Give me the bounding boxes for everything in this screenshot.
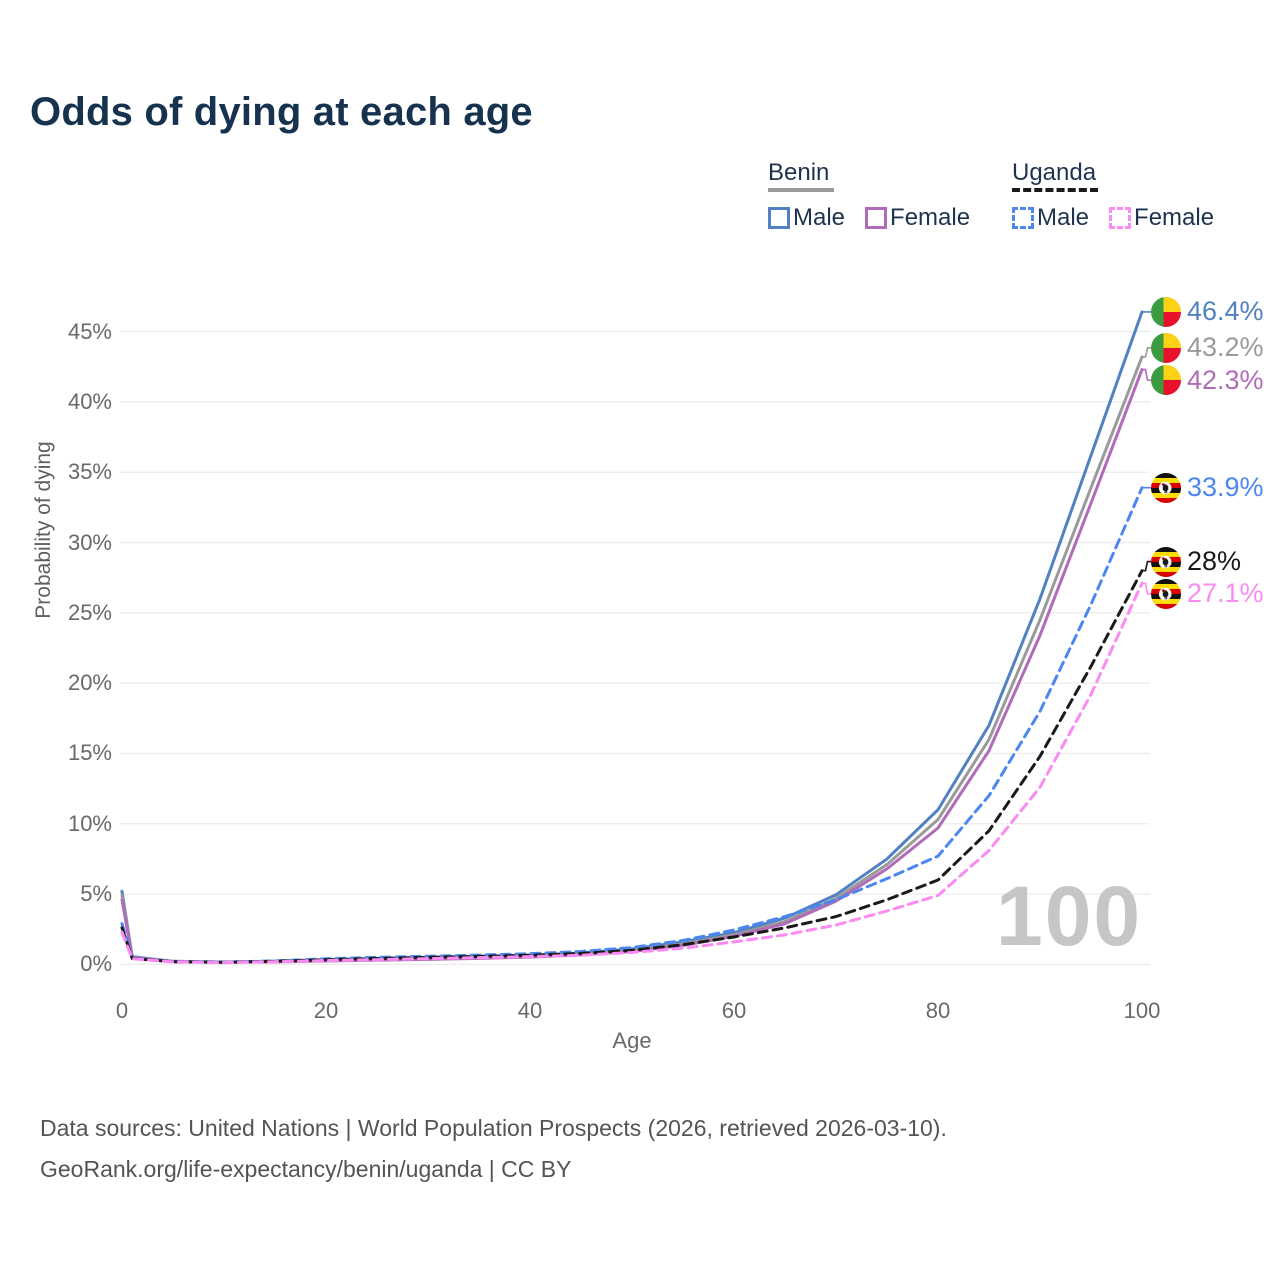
y-tick-label: 5% xyxy=(80,881,112,907)
legend-item-uganda-female[interactable]: Female xyxy=(1109,204,1214,232)
benin-female-swatch-icon xyxy=(865,207,888,230)
label-connectors xyxy=(1142,311,1151,595)
series-line-benin-both xyxy=(120,355,1144,964)
legend-group-uganda: Uganda Male Female xyxy=(1012,160,1214,232)
age-counter-watermark: 100 xyxy=(996,869,1143,963)
x-tick-label: 20 xyxy=(313,998,339,1023)
end-value-benin-both: 43.2% xyxy=(1187,332,1264,363)
x-tick-label: 60 xyxy=(721,998,747,1023)
gridlines xyxy=(120,330,1150,966)
end-label-uganda-female: 27.1% xyxy=(1151,578,1264,609)
end-value-benin-female: 42.3% xyxy=(1187,364,1264,395)
y-tick-label: 30% xyxy=(67,529,112,555)
x-axis-title: Age xyxy=(612,1028,652,1053)
legend-item-benin-male[interactable]: Male xyxy=(768,204,845,232)
label-connector xyxy=(1142,560,1151,572)
uganda-male-swatch-icon xyxy=(1012,207,1034,230)
series-line-benin-female xyxy=(120,368,1144,964)
benin-flag-icon xyxy=(1151,365,1181,395)
legend-item-uganda-male[interactable]: Male xyxy=(1012,204,1089,232)
legend-label-uganda-female: Female xyxy=(1134,204,1215,232)
legend-label-benin-female: Female xyxy=(890,204,971,232)
y-tick-label: 25% xyxy=(67,599,112,625)
end-label-benin-both: 43.2% xyxy=(1151,332,1264,363)
legend-label-uganda-male: Male xyxy=(1037,204,1090,232)
data-source-line: Data sources: United Nations | World Pop… xyxy=(40,1115,947,1141)
y-tick-label: 10% xyxy=(67,810,112,836)
label-connector xyxy=(1142,346,1151,358)
benin-solid-line-swatch xyxy=(768,188,834,193)
end-value-uganda-male: 33.9% xyxy=(1187,472,1264,503)
legend-item-benin-female[interactable]: Female xyxy=(865,204,970,232)
y-tick-label: 15% xyxy=(67,740,112,766)
label-connector xyxy=(1142,368,1151,381)
end-value-benin-male: 46.4% xyxy=(1187,296,1264,327)
benin-flag-icon xyxy=(1151,333,1181,363)
uganda-female-swatch-icon xyxy=(1109,207,1132,230)
uganda-dashed-line-swatch xyxy=(1012,188,1098,193)
legend-benin-title: Benin xyxy=(768,159,830,186)
x-tick-label: 40 xyxy=(517,998,543,1023)
legend-label-benin-male: Male xyxy=(793,204,846,232)
series-line-uganda-both xyxy=(120,569,1144,964)
legend-uganda-title: Uganda xyxy=(1012,159,1097,186)
y-tick-label: 20% xyxy=(67,670,112,696)
y-tick-label: 45% xyxy=(67,318,112,344)
legend-group-benin: Benin Male Female xyxy=(768,160,970,232)
y-tick-label: 35% xyxy=(67,459,112,485)
x-tick-label: 0 xyxy=(115,998,129,1023)
x-tick-label: 100 xyxy=(1123,998,1161,1023)
attribution-line: GeoRank.org/life-expectancy/benin/uganda… xyxy=(40,1156,572,1182)
end-label-uganda-both: 28% xyxy=(1151,546,1242,577)
end-value-uganda-female: 27.1% xyxy=(1187,578,1264,609)
series-line-benin-male xyxy=(120,310,1144,964)
benin-male-swatch-icon xyxy=(768,207,790,230)
footer: Data sources: United Nations | World Pop… xyxy=(40,1108,947,1190)
uganda-flag-icon xyxy=(1151,579,1181,609)
page-title: Odds of dying at each age xyxy=(30,90,533,134)
end-value-uganda-both: 28% xyxy=(1187,546,1242,577)
end-label-uganda-male: 33.9% xyxy=(1151,472,1264,503)
y-tick-label: 40% xyxy=(67,388,112,414)
end-label-benin-female: 42.3% xyxy=(1151,365,1264,395)
label-connector xyxy=(1142,582,1151,595)
uganda-flag-icon xyxy=(1151,547,1181,577)
end-label-benin-male: 46.4% xyxy=(1151,296,1264,327)
uganda-flag-icon xyxy=(1151,473,1181,503)
x-tick-label: 80 xyxy=(925,998,951,1023)
y-tick-label: 0% xyxy=(80,951,112,977)
series-line-uganda-female xyxy=(120,581,1144,964)
series-lines xyxy=(120,310,1144,964)
benin-flag-icon xyxy=(1151,297,1181,327)
